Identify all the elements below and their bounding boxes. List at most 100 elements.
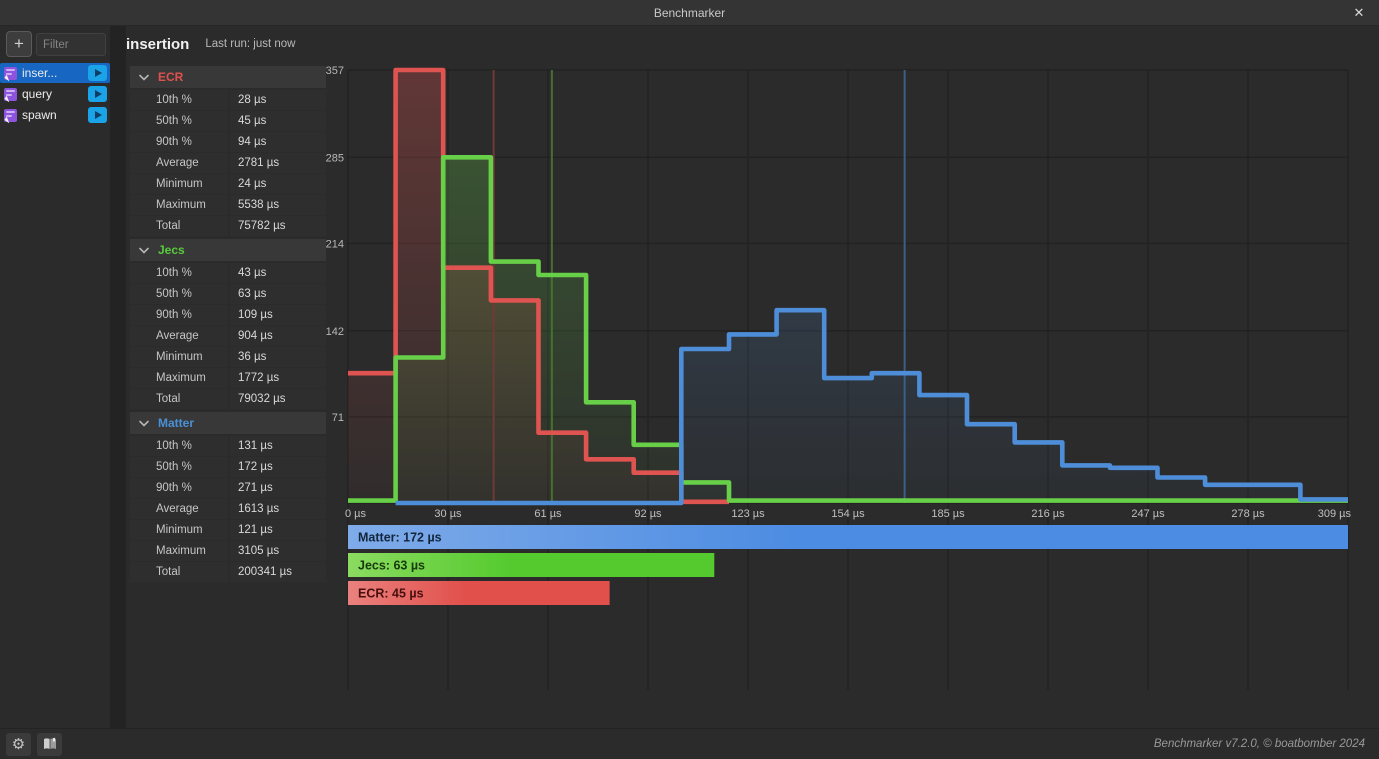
stats-panel: ECR 10th % 28 µs 50th % 45 µs 90th % 94 µs Aver…: [130, 66, 326, 585]
stat-row: 90th % 109 µs: [130, 305, 326, 325]
settings-button[interactable]: ⚙: [6, 732, 31, 756]
stat-row: Total 200341 µs: [130, 562, 326, 582]
stat-value: 45 µs: [230, 111, 326, 131]
stat-value: 271 µs: [230, 478, 326, 498]
stat-label: Average: [130, 326, 228, 346]
stat-label: Total: [130, 562, 228, 582]
stat-row: Total 79032 µs: [130, 389, 326, 409]
benchmark-name: inser...: [22, 66, 58, 80]
docs-button[interactable]: [37, 732, 62, 756]
section-header-ecr[interactable]: ECR: [130, 66, 326, 88]
stat-label: Maximum: [130, 368, 228, 388]
sidebar-item-query[interactable]: query: [0, 84, 110, 104]
benchmark-name: spawn: [22, 108, 57, 122]
run-benchmark-button[interactable]: [88, 65, 107, 81]
x-tick-label: 185 µs: [931, 508, 965, 520]
stats-section-jecs: Jecs 10th % 43 µs 50th % 63 µs 90th % 109 µs Av…: [130, 239, 326, 409]
sidebar-item-inser[interactable]: inser...: [0, 63, 110, 83]
stat-label: Minimum: [130, 347, 228, 367]
median-bar-matter: [348, 525, 1348, 549]
x-tick-label: 123 µs: [731, 508, 765, 520]
stat-label: 10th %: [130, 90, 228, 110]
panel-splitter[interactable]: [110, 26, 126, 728]
stat-label: 10th %: [130, 263, 228, 283]
stat-value: 79032 µs: [230, 389, 326, 409]
stat-row: Maximum 3105 µs: [130, 541, 326, 561]
stat-row: Minimum 121 µs: [130, 520, 326, 540]
series-matter-fill: [395, 310, 1349, 503]
window-title: Benchmarker: [653, 5, 726, 20]
stat-value: 94 µs: [230, 132, 326, 152]
close-icon[interactable]: ✕: [1353, 5, 1365, 20]
stat-row: 90th % 94 µs: [130, 132, 326, 152]
book-icon: [43, 737, 56, 749]
stat-row: 10th % 28 µs: [130, 90, 326, 110]
benchmark-title: insertion: [126, 35, 190, 53]
stat-label: 10th %: [130, 436, 228, 456]
stat-row: Minimum 24 µs: [130, 174, 326, 194]
gear-icon: ⚙: [11, 735, 26, 753]
benchmark-list: inser... query spawn: [0, 63, 110, 126]
benchmark-header: insertion Last run: just now: [126, 26, 295, 62]
title-bar: Benchmarker ✕: [0, 0, 1379, 26]
stat-label: Maximum: [130, 541, 228, 561]
section-title: ECR: [158, 70, 184, 84]
stat-value: 5538 µs: [230, 195, 326, 215]
stat-label: 90th %: [130, 478, 228, 498]
stat-value: 24 µs: [230, 174, 326, 194]
stat-value: 131 µs: [230, 436, 326, 456]
run-benchmark-button[interactable]: [88, 107, 107, 123]
filter-input[interactable]: [36, 33, 106, 56]
stat-value: 75782 µs: [230, 216, 326, 236]
stat-value: 109 µs: [230, 305, 326, 325]
section-header-jecs[interactable]: Jecs: [130, 239, 326, 261]
stat-label: 50th %: [130, 457, 228, 477]
stat-label: Total: [130, 389, 228, 409]
x-tick-label: 247 µs: [1131, 508, 1165, 520]
play-icon: [95, 90, 102, 98]
stat-row: Average 904 µs: [130, 326, 326, 346]
sidebar-item-spawn[interactable]: spawn: [0, 105, 110, 125]
stat-label: 50th %: [130, 284, 228, 304]
stat-value: 63 µs: [230, 284, 326, 304]
stat-label: 50th %: [130, 111, 228, 131]
section-title: Jecs: [158, 243, 185, 257]
stat-row: Maximum 5538 µs: [130, 195, 326, 215]
y-tick-label: 357: [326, 65, 344, 77]
stat-value: 36 µs: [230, 347, 326, 367]
stat-row: 10th % 43 µs: [130, 263, 326, 283]
x-tick-label: 278 µs: [1231, 508, 1265, 520]
stat-label: 90th %: [130, 305, 228, 325]
stat-value: 1772 µs: [230, 368, 326, 388]
play-icon: [95, 69, 102, 77]
median-bar-label: ECR: 45 µs: [358, 587, 424, 601]
stat-label: 90th %: [130, 132, 228, 152]
stat-row: Average 1613 µs: [130, 499, 326, 519]
x-tick-label: 61 µs: [534, 508, 562, 520]
series-ecr-line: [348, 67, 729, 505]
stat-row: 90th % 271 µs: [130, 478, 326, 498]
section-header-matter[interactable]: Matter: [130, 412, 326, 434]
stat-value: 28 µs: [230, 90, 326, 110]
version-text: Benchmarker v7.2.0, © boatbomber 2024: [1153, 738, 1365, 750]
script-icon: [4, 87, 17, 102]
last-run-status: Last run: just now: [205, 38, 296, 50]
stat-row: Maximum 1772 µs: [130, 368, 326, 388]
script-icon: [4, 66, 17, 81]
stats-section-ecr: ECR 10th % 28 µs 50th % 45 µs 90th % 94 µs Aver…: [130, 66, 326, 236]
script-icon: [4, 108, 17, 123]
stat-value: 43 µs: [230, 263, 326, 283]
stat-label: Minimum: [130, 174, 228, 194]
y-tick-label: 214: [326, 238, 344, 250]
stat-label: Maximum: [130, 195, 228, 215]
add-benchmark-button[interactable]: +: [6, 31, 32, 57]
benchmark-name: query: [22, 87, 53, 101]
stat-value: 200341 µs: [230, 562, 326, 582]
x-tick-label: 309 µs: [1318, 508, 1352, 520]
stat-label: Average: [130, 153, 228, 173]
stat-row: 10th % 131 µs: [130, 436, 326, 456]
chevron-down-icon: [139, 74, 149, 81]
run-benchmark-button[interactable]: [88, 86, 107, 102]
stat-row: Total 75782 µs: [130, 216, 326, 236]
